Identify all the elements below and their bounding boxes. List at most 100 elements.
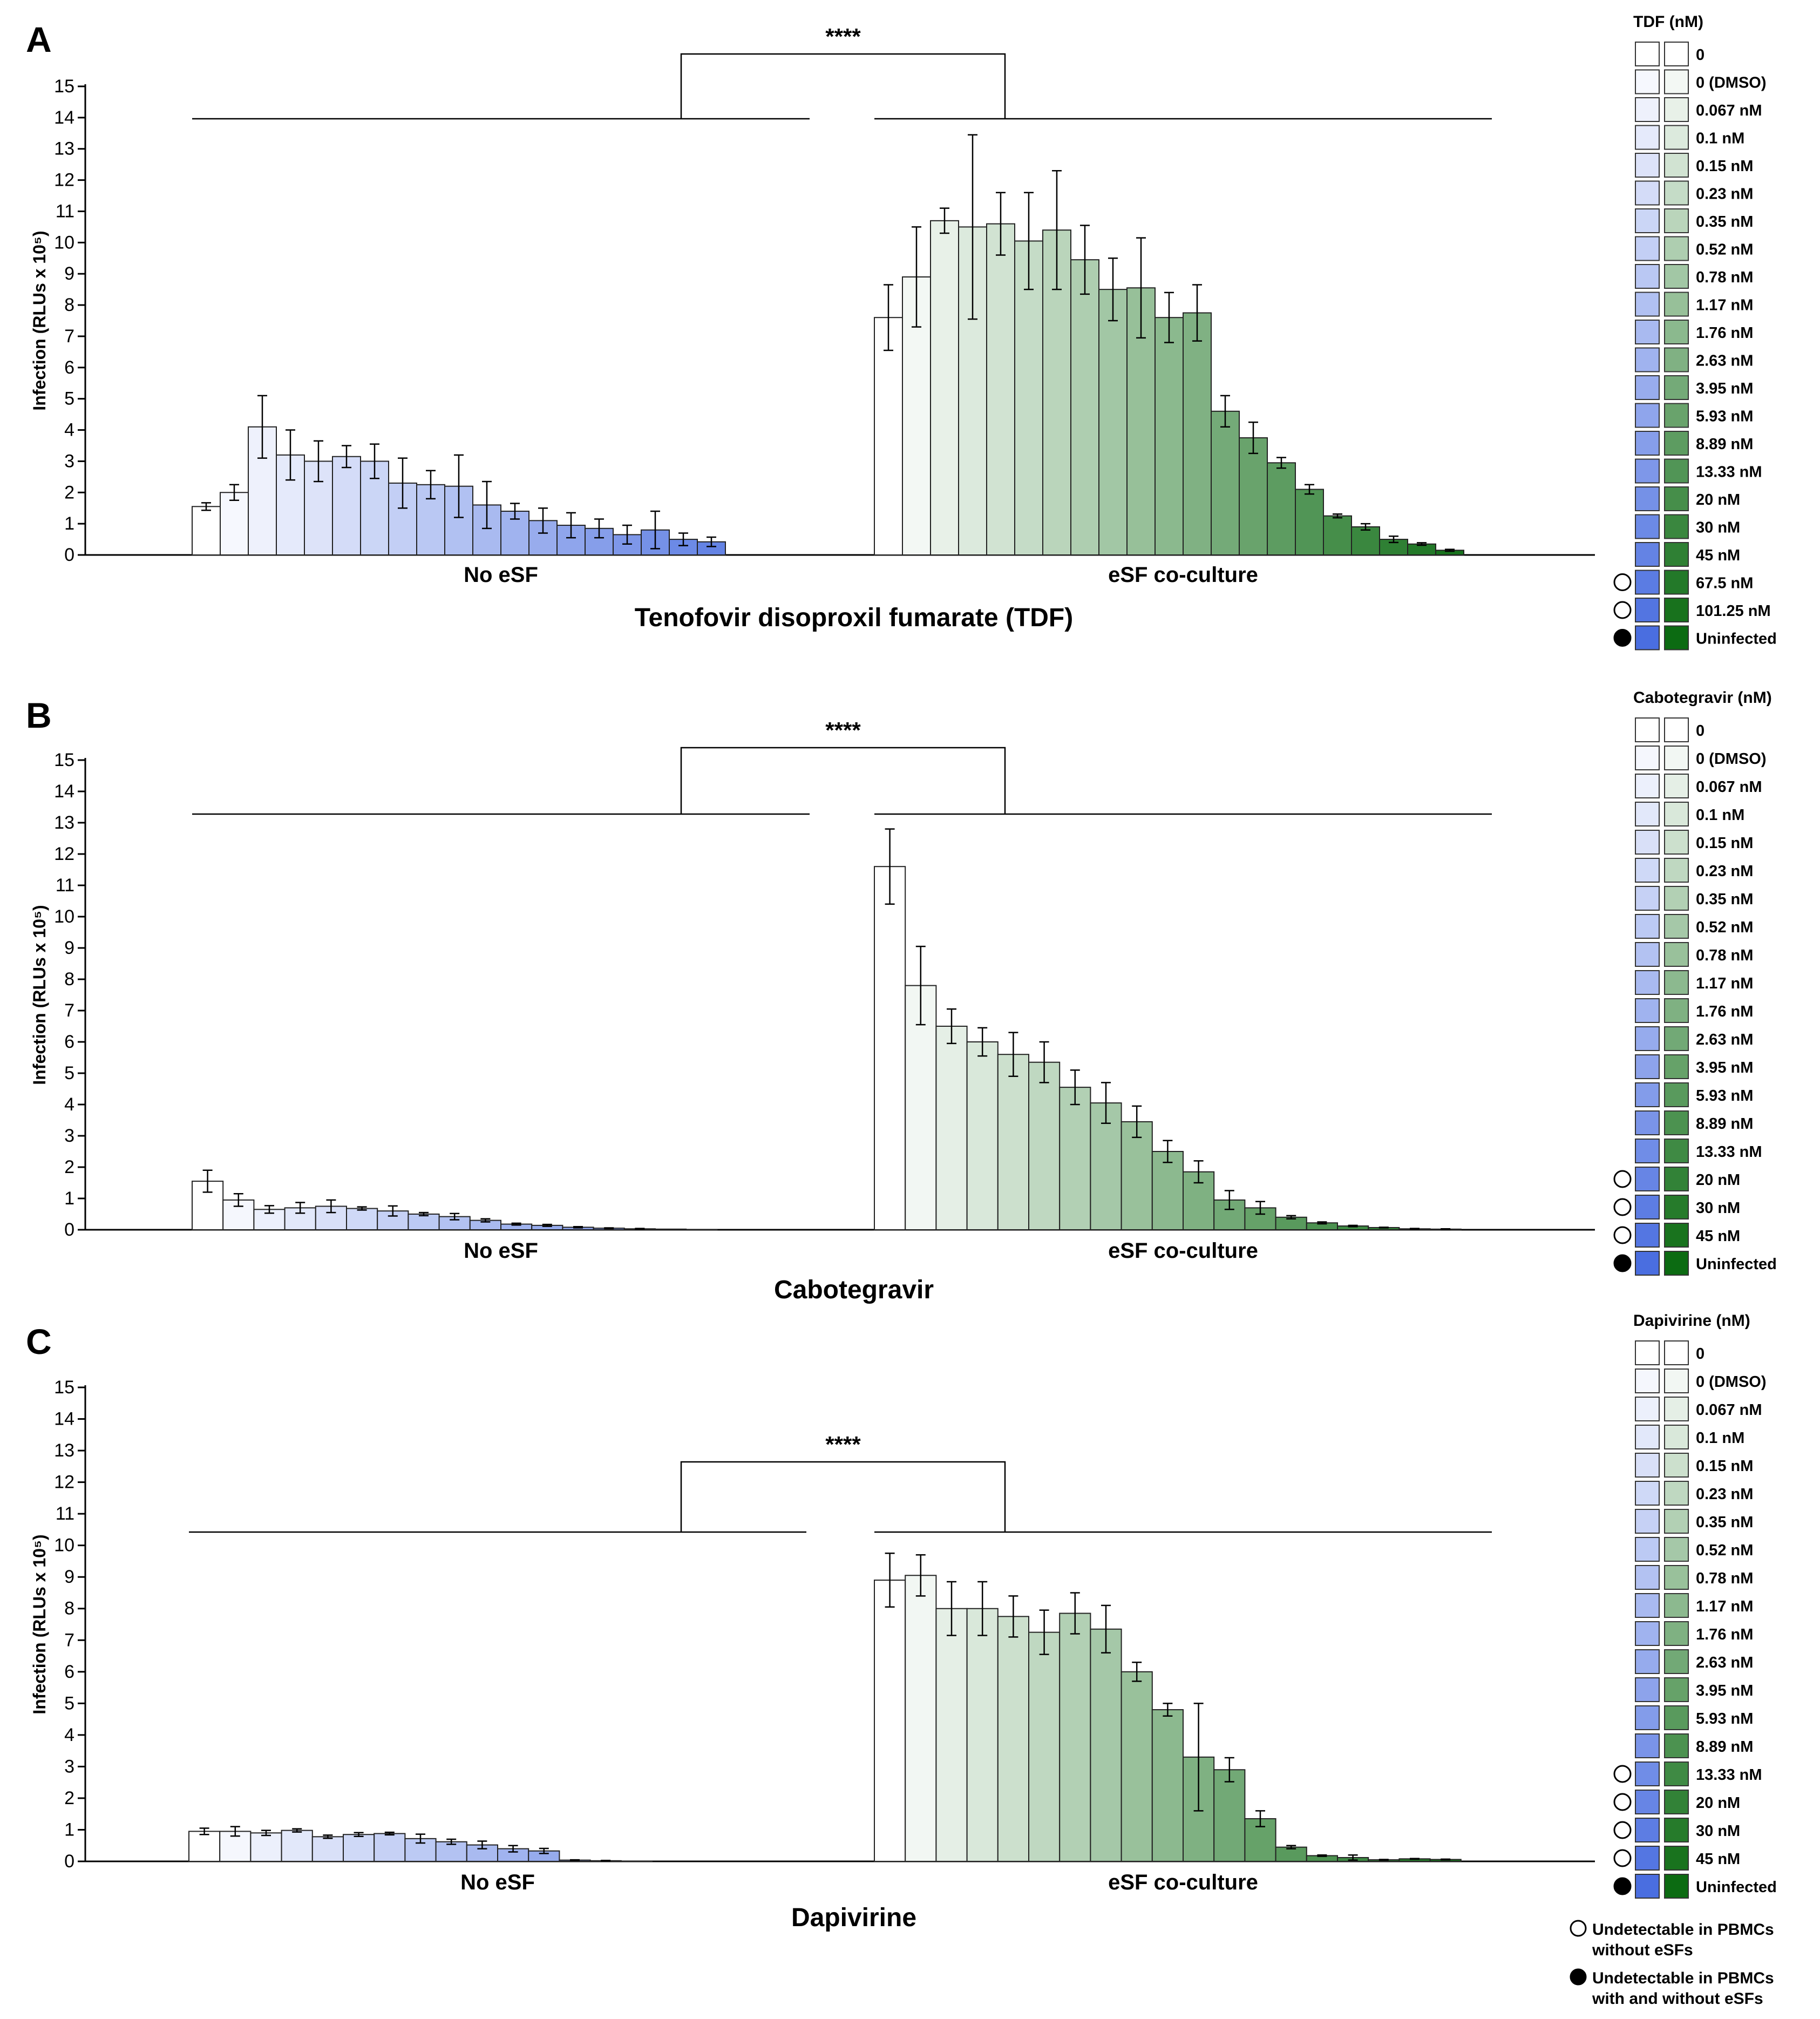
- significance-label: ****: [825, 24, 861, 49]
- legend-swatch-green: [1664, 1565, 1689, 1590]
- footnote-open-line-1: Undetectable in PBMCs: [1592, 1921, 1774, 1939]
- bar: [360, 460, 389, 556]
- legend-swatch-blue: [1635, 1790, 1660, 1814]
- legend-swatch-green: [1664, 486, 1689, 511]
- bar: [1183, 312, 1212, 555]
- bar: [346, 1208, 378, 1231]
- legend-swatch-green: [1664, 292, 1689, 317]
- y-tick-label: 6: [64, 1032, 74, 1052]
- y-axis-label: Infection (RLUs x 10⁵): [30, 1534, 49, 1714]
- legend-swatch-green: [1664, 1453, 1689, 1478]
- legend-swatch-green: [1664, 1223, 1689, 1248]
- bar: [874, 1580, 906, 1862]
- legend-label: 0.15 nM: [1696, 1458, 1753, 1475]
- legend-swatch-blue: [1635, 625, 1660, 651]
- bar: [1155, 317, 1184, 555]
- y-tick-label: 13: [54, 139, 74, 159]
- legend-label: 13.33 nM: [1696, 464, 1762, 481]
- legend-swatch-green: [1664, 1846, 1689, 1871]
- legend-swatch-blue: [1635, 431, 1660, 456]
- legend-swatch-green: [1664, 347, 1689, 372]
- y-axis-label: Infection (RLUs x 10⁵): [30, 231, 49, 410]
- legend-label: 30 nM: [1696, 519, 1740, 537]
- legend-swatch-green: [1664, 1481, 1689, 1506]
- bar: [281, 1830, 313, 1862]
- legend-swatch-green: [1664, 774, 1689, 798]
- y-tick-label: 15: [54, 750, 74, 770]
- legend-label: 101.25 nM: [1696, 602, 1771, 620]
- y-tick-label: 9: [64, 263, 74, 284]
- legend-swatch-green: [1664, 1054, 1689, 1079]
- legend-label: 8.89 nM: [1696, 1115, 1753, 1133]
- open-circle-marker: [1613, 1198, 1632, 1216]
- y-tick-label: 10: [54, 906, 74, 927]
- legend-label: 1.17 nM: [1696, 975, 1753, 992]
- bar: [935, 1026, 968, 1230]
- panel-letter: A: [26, 19, 52, 59]
- legend-label: 5.93 nM: [1696, 408, 1753, 425]
- legend-swatch-green: [1664, 1340, 1689, 1365]
- y-tick-label: 0: [64, 1851, 74, 1872]
- legend-swatch-blue: [1635, 886, 1660, 911]
- panel-letter: C: [26, 1322, 52, 1361]
- y-tick-label: 2: [64, 482, 74, 503]
- bar: [966, 1041, 999, 1230]
- legend-swatch-blue: [1635, 1054, 1660, 1079]
- legend-swatch-green: [1664, 375, 1689, 400]
- legend-label: 0.52 nM: [1696, 241, 1753, 259]
- panel-letter: B: [26, 695, 52, 735]
- legend-swatch-blue: [1635, 542, 1660, 567]
- legend-label: 2.63 nM: [1696, 1031, 1753, 1048]
- legend-swatch-blue: [1635, 486, 1660, 511]
- legend-swatch-blue: [1635, 970, 1660, 995]
- legend-swatch-blue: [1635, 292, 1660, 317]
- legend-label: 8.89 nM: [1696, 436, 1753, 453]
- legend-swatch-blue: [1635, 1677, 1660, 1702]
- y-tick-label: 7: [64, 1000, 74, 1021]
- y-tick-label: 14: [54, 781, 74, 802]
- legend-swatch-blue: [1635, 570, 1660, 595]
- legend-swatch-blue: [1635, 458, 1660, 484]
- legend-label: 1.76 nM: [1696, 1626, 1753, 1643]
- legend-swatch-blue: [1635, 403, 1660, 428]
- bar: [1059, 1087, 1091, 1230]
- y-axis-label: Infection (RLUs x 10⁵): [30, 905, 49, 1085]
- y-tick-label: 5: [64, 389, 74, 409]
- legend-swatch-blue: [1635, 1509, 1660, 1534]
- legend-label: 1.17 nM: [1696, 1598, 1753, 1615]
- bar: [1090, 1628, 1122, 1862]
- legend-swatch-green: [1664, 1649, 1689, 1674]
- bar: [192, 506, 221, 555]
- bar: [905, 1575, 937, 1862]
- legend-label: 3.95 nM: [1696, 1059, 1753, 1076]
- y-tick-label: 6: [64, 357, 74, 378]
- footnote: Undetectable in PBMCs without eSFs Undet…: [1570, 1920, 1774, 2008]
- legend-swatch-blue: [1635, 830, 1660, 855]
- legend-label: 8.89 nM: [1696, 1738, 1753, 1756]
- legend-label: 20 nM: [1696, 1794, 1740, 1812]
- bar: [188, 1831, 221, 1862]
- bar: [332, 456, 361, 555]
- bar: [284, 1207, 316, 1230]
- legend-swatch-blue: [1635, 125, 1660, 150]
- legend-swatch-blue: [1635, 1139, 1660, 1163]
- legend-label: 0: [1696, 722, 1704, 740]
- legend-swatch-blue: [1635, 1251, 1660, 1276]
- y-tick-label: 11: [56, 201, 74, 221]
- chart-title: Cabotegravir: [774, 1276, 934, 1304]
- bar: [343, 1834, 375, 1862]
- y-tick-label: 10: [54, 232, 74, 253]
- group-label: eSF co-culture: [1108, 563, 1258, 587]
- legend-swatch-green: [1664, 153, 1689, 178]
- legend-swatch-blue: [1635, 1846, 1660, 1871]
- legend-label: 0.23 nM: [1696, 186, 1753, 203]
- legend-label: 2.63 nM: [1696, 353, 1753, 370]
- legend-swatch-green: [1664, 1790, 1689, 1814]
- legend-swatch-green: [1664, 1509, 1689, 1534]
- legend-label: 0.35 nM: [1696, 891, 1753, 908]
- open-circle-marker: [1613, 601, 1632, 619]
- bar: [1028, 1631, 1061, 1862]
